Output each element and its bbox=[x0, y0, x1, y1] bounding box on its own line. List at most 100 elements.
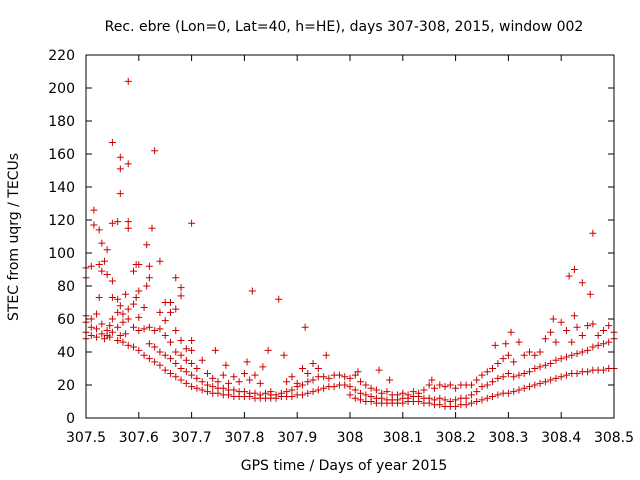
data-point bbox=[119, 310, 127, 318]
data-point bbox=[161, 351, 169, 359]
x-tick-label: 307.5 bbox=[66, 430, 106, 446]
data-point bbox=[304, 389, 312, 397]
data-point bbox=[124, 77, 132, 85]
data-point bbox=[346, 374, 354, 382]
data-point bbox=[357, 396, 365, 404]
data-point bbox=[309, 388, 317, 396]
data-point bbox=[264, 346, 272, 354]
data-point bbox=[124, 224, 132, 232]
data-point bbox=[114, 336, 122, 344]
data-point bbox=[256, 379, 264, 387]
data-point bbox=[114, 308, 122, 316]
data-point bbox=[552, 356, 560, 364]
data-point bbox=[578, 279, 586, 287]
data-point bbox=[108, 328, 116, 336]
data-point bbox=[130, 343, 138, 351]
data-point bbox=[425, 394, 433, 402]
data-point bbox=[203, 388, 211, 396]
data-point bbox=[98, 267, 106, 275]
data-point bbox=[594, 332, 602, 339]
data-point bbox=[106, 322, 114, 330]
data-point bbox=[515, 386, 523, 394]
data-point bbox=[156, 257, 164, 265]
data-point bbox=[473, 398, 481, 405]
data-point bbox=[203, 369, 211, 377]
data-point bbox=[161, 317, 169, 325]
data-point bbox=[557, 318, 565, 326]
data-point bbox=[151, 327, 159, 335]
data-point bbox=[473, 376, 481, 384]
data-point bbox=[605, 322, 613, 330]
data-point bbox=[188, 383, 196, 391]
data-point bbox=[570, 312, 578, 320]
data-point bbox=[541, 378, 549, 386]
data-point bbox=[122, 290, 130, 298]
data-point bbox=[309, 376, 317, 384]
data-point bbox=[188, 346, 196, 354]
data-point bbox=[362, 391, 370, 399]
data-point bbox=[145, 323, 153, 331]
data-point bbox=[256, 391, 264, 399]
data-point bbox=[309, 360, 317, 368]
data-point bbox=[362, 381, 370, 389]
data-point bbox=[182, 356, 190, 364]
data-point bbox=[404, 391, 412, 399]
data-point bbox=[341, 373, 349, 381]
data-point bbox=[499, 373, 507, 381]
data-point bbox=[589, 343, 597, 351]
y-tick-label: 100 bbox=[48, 246, 75, 262]
data-point bbox=[547, 328, 555, 336]
data-point bbox=[478, 396, 486, 404]
data-point bbox=[119, 338, 127, 346]
data-point bbox=[562, 327, 570, 335]
data-point bbox=[188, 219, 196, 227]
data-point bbox=[262, 389, 270, 397]
data-point bbox=[452, 396, 460, 404]
x-tick-label: 308.4 bbox=[541, 430, 581, 446]
y-tick-label: 120 bbox=[48, 213, 75, 229]
data-point bbox=[267, 388, 275, 396]
data-point bbox=[341, 381, 349, 389]
data-point bbox=[90, 221, 98, 229]
data-point bbox=[383, 388, 391, 396]
data-point bbox=[135, 261, 143, 269]
data-point bbox=[140, 303, 148, 311]
data-point bbox=[547, 376, 555, 384]
data-point bbox=[304, 369, 312, 377]
data-point bbox=[531, 351, 539, 359]
y-tick-label: 140 bbox=[48, 180, 75, 196]
data-point bbox=[452, 402, 460, 410]
data-point bbox=[507, 328, 515, 336]
y-tick-label: 200 bbox=[48, 81, 75, 97]
data-point bbox=[172, 274, 180, 282]
data-point bbox=[108, 315, 116, 323]
data-point bbox=[214, 378, 222, 386]
data-point bbox=[314, 386, 322, 394]
chart-title: Rec. ebre (Lon=0, Lat=40, h=HE), days 30… bbox=[105, 19, 584, 35]
data-point bbox=[235, 378, 243, 386]
x-tick-label: 308 bbox=[337, 430, 364, 446]
data-point bbox=[367, 393, 375, 401]
data-point bbox=[288, 373, 296, 381]
data-point bbox=[114, 295, 122, 303]
data-point bbox=[489, 378, 497, 386]
y-axis-label: STEC from uqrg / TECUs bbox=[6, 153, 22, 321]
data-point bbox=[225, 379, 233, 387]
data-point bbox=[489, 365, 497, 372]
data-point bbox=[177, 336, 185, 344]
data-point bbox=[166, 369, 174, 377]
data-point bbox=[394, 391, 402, 399]
data-point bbox=[219, 371, 227, 379]
data-point bbox=[304, 378, 312, 386]
data-point bbox=[584, 322, 592, 330]
data-point bbox=[93, 325, 101, 333]
data-point bbox=[188, 360, 196, 368]
data-point bbox=[98, 330, 106, 338]
data-point bbox=[409, 388, 417, 396]
x-tick-label: 307.9 bbox=[277, 430, 317, 446]
data-point bbox=[243, 358, 251, 366]
data-point bbox=[462, 394, 470, 402]
data-point bbox=[415, 389, 423, 397]
data-point bbox=[578, 348, 586, 356]
data-point bbox=[219, 384, 227, 392]
